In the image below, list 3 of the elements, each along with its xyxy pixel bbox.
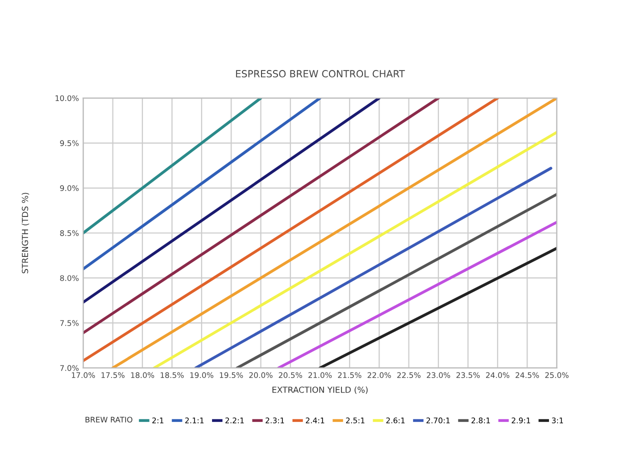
y-axis-title: STRENGTH (TDS %) <box>22 192 30 274</box>
x-axis-title: EXTRACTION YIELD (%) <box>272 386 368 394</box>
chart-title: ESPRESSO BREW CONTROL CHART <box>236 70 405 78</box>
